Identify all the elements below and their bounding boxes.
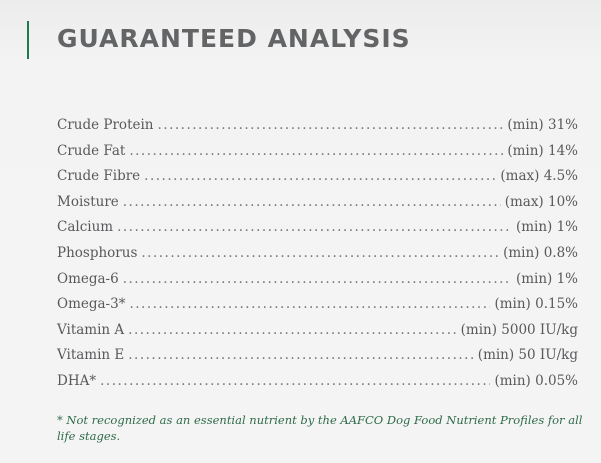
nutrient-value: (min) 1%	[515, 270, 578, 287]
page-title: GUARANTEED ANALYSIS	[57, 24, 411, 53]
nutrient-name: Calcium	[57, 219, 114, 236]
nutrient-name: Vitamin E	[57, 347, 125, 364]
analysis-row: Vitamin E (min) 50 IU/kg	[57, 347, 578, 373]
nutrient-name: Crude Fibre	[57, 168, 141, 185]
dot-leader	[158, 117, 504, 133]
nutrient-name: Omega-3*	[57, 296, 126, 313]
analysis-row: Phosphorus (min) 0.8%	[57, 245, 578, 271]
analysis-list: Crude Protein (min) 31% Crude Fat (min) 14%…	[57, 117, 578, 399]
dot-leader	[129, 143, 503, 159]
nutrient-value: (max) 4.5%	[500, 168, 578, 185]
analysis-row: Calcium (min) 1%	[57, 219, 578, 245]
nutrient-value: (max) 10%	[504, 193, 578, 210]
nutrient-name: Moisture	[57, 193, 119, 210]
dot-leader	[123, 271, 512, 287]
dot-leader	[123, 194, 501, 210]
nutrient-value: (min) 5000 IU/kg	[460, 321, 578, 338]
nutrient-name: Crude Fat	[57, 142, 126, 159]
analysis-row: Moisture (max) 10%	[57, 194, 578, 220]
dot-leader	[128, 322, 456, 338]
nutrient-value: (min) 1%	[515, 219, 578, 236]
nutrient-name: DHA*	[57, 372, 97, 389]
nutrient-value: (min) 0.05%	[494, 372, 578, 389]
dot-leader	[100, 373, 490, 389]
dot-leader	[128, 347, 474, 363]
analysis-row: Omega-3* (min) 0.15%	[57, 296, 578, 322]
dot-leader	[141, 245, 499, 261]
nutrient-value: (min) 14%	[507, 142, 578, 159]
dot-leader	[129, 296, 490, 312]
nutrient-value: (min) 0.8%	[503, 244, 578, 261]
analysis-row: DHA* (min) 0.05%	[57, 373, 578, 399]
nutrient-name: Phosphorus	[57, 244, 138, 261]
dot-leader	[117, 219, 512, 235]
analysis-row: Omega-6 (min) 1%	[57, 271, 578, 297]
analysis-row: Crude Protein (min) 31%	[57, 117, 578, 143]
accent-bar	[27, 21, 29, 59]
analysis-row: Crude Fibre (max) 4.5%	[57, 168, 578, 194]
nutrient-name: Crude Protein	[57, 117, 154, 133]
nutrient-value: (min) 50 IU/kg	[477, 347, 578, 364]
nutrient-name: Vitamin A	[57, 321, 125, 338]
analysis-row: Crude Fat (min) 14%	[57, 143, 578, 169]
footnote: * Not recognized as an essential nutrien…	[57, 413, 583, 443]
nutrient-name: Omega-6	[57, 270, 119, 287]
analysis-row: Vitamin A (min) 5000 IU/kg	[57, 322, 578, 348]
dot-leader	[144, 168, 496, 184]
nutrient-value: (min) 0.15%	[494, 296, 578, 313]
nutrient-value: (min) 31%	[507, 117, 578, 133]
